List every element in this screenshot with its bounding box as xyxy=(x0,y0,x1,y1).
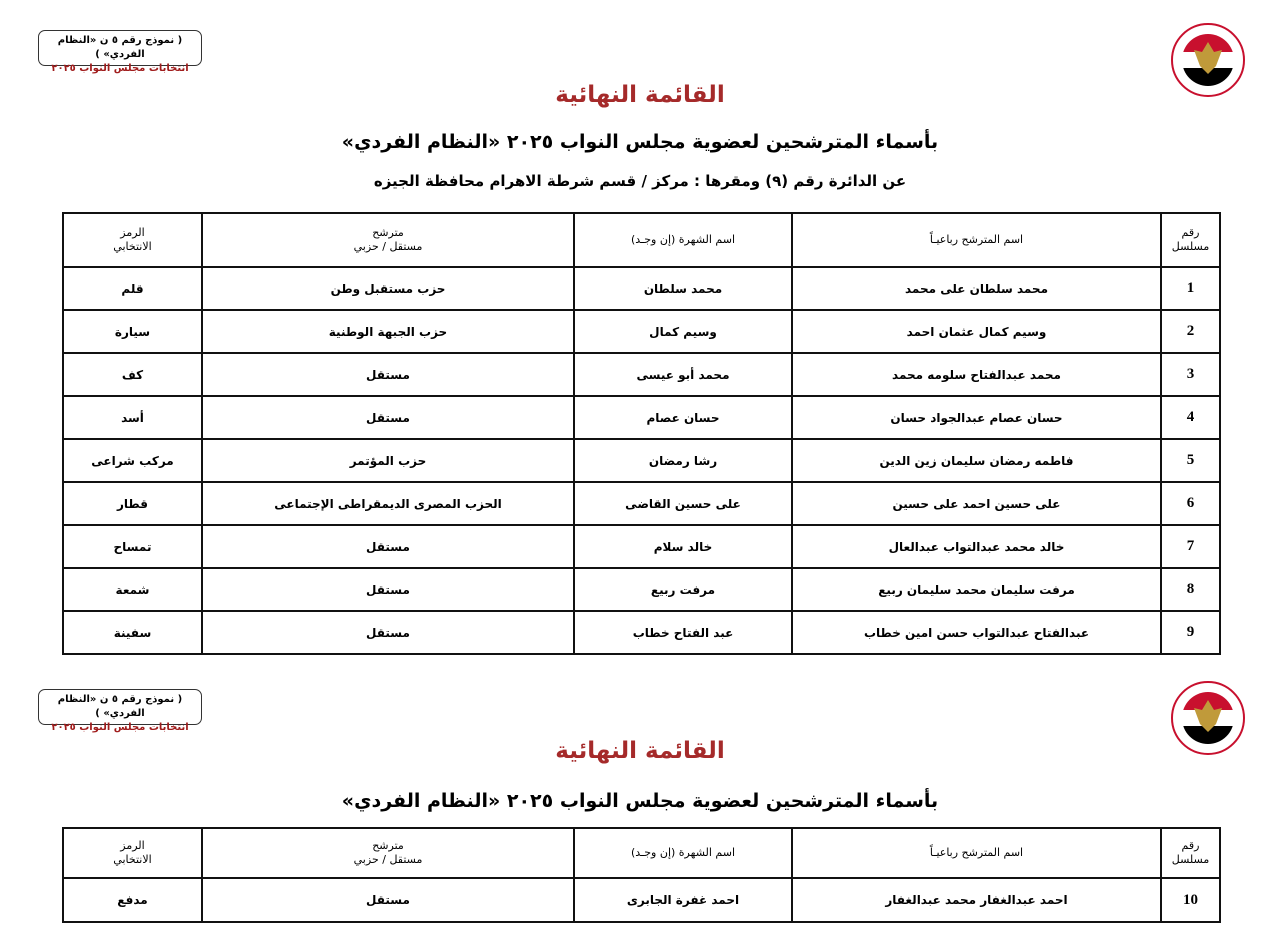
full-name-cell: احمد عبدالغفار محمد عبدالغفار xyxy=(791,877,1162,923)
header-full-name: اسم المترشح رباعيـاً xyxy=(791,827,1162,879)
full-name-cell: خالد محمد عبدالتواب عبدالعال xyxy=(791,524,1162,569)
table-row: 2 وسيم كمال عثمان احمد وسيم كمال حزب الجبهة… xyxy=(62,309,1221,354)
symbol-cell: قلم xyxy=(62,266,203,311)
document-title: القائمة النهائية xyxy=(555,82,725,108)
nickname-cell: محمد أبو عيسى xyxy=(573,352,793,397)
candidates-table: رقم مسلسل اسم المترشح رباعيـاً اسم الشهرة… xyxy=(62,212,1221,655)
affiliation-cell: مستقل xyxy=(201,877,575,923)
table-row: 6 على حسين احمد على حسين على حسين القاضى ال… xyxy=(62,481,1221,526)
table-row: 1 محمد سلطان على محمد محمد سلطان حزب مستقبل… xyxy=(62,266,1221,311)
header-nickname: اسم الشهرة (إن وجـد) xyxy=(573,212,793,268)
symbol-cell: مركب شراعى xyxy=(62,438,203,483)
header-symbol: الرمز الانتخابي xyxy=(62,827,203,879)
serial-cell: 9 xyxy=(1160,610,1221,655)
full-name-cell: على حسين احمد على حسين xyxy=(791,481,1162,526)
header-serial: رقم مسلسل xyxy=(1160,827,1221,879)
full-name-cell: محمد سلطان على محمد xyxy=(791,266,1162,311)
nickname-cell: على حسين القاضى xyxy=(573,481,793,526)
table-row: 8 مرفت سليمان محمد سليمان ربيع مرفت ربيع مس… xyxy=(62,567,1221,612)
header-nickname: اسم الشهرة (إن وجـد) xyxy=(573,827,793,879)
serial-cell: 3 xyxy=(1160,352,1221,397)
form-number-label: ( نموذج رقم ٥ ن «النظام الفردي» ) xyxy=(57,694,183,719)
full-name-cell: مرفت سليمان محمد سليمان ربيع xyxy=(791,567,1162,612)
nickname-cell: رشا رمضان xyxy=(573,438,793,483)
candidates-table-page2: رقم مسلسل اسم المترشح رباعيـاً اسم الشهرة… xyxy=(62,827,1221,923)
table-row: 3 محمد عبدالفتاح سلومه محمد محمد أبو عيسى م… xyxy=(62,352,1221,397)
full-name-cell: حسان عصام عبدالجواد حسان xyxy=(791,395,1162,440)
form-number-label: ( نموذج رقم ٥ ن «النظام الفردي» ) xyxy=(57,35,183,60)
nickname-cell: احمد غفرة الجابرى xyxy=(573,877,793,923)
full-name-cell: محمد عبدالفتاح سلومه محمد xyxy=(791,352,1162,397)
nickname-cell: حسان عصام xyxy=(573,395,793,440)
symbol-cell: سيارة xyxy=(62,309,203,354)
affiliation-cell: مستقل xyxy=(201,395,575,440)
table-row: 9 عبدالفتاح عبدالتواب حسن امين خطاب عبد ال… xyxy=(62,610,1221,655)
table-row: 4 حسان عصام عبدالجواد حسان حسان عصام مستقل أ… xyxy=(62,395,1221,440)
header-symbol: الرمز الانتخابي xyxy=(62,212,203,268)
header-full-name: اسم المترشح رباعيـاً xyxy=(791,212,1162,268)
nickname-cell: خالد سلام xyxy=(573,524,793,569)
election-label: انتخابات مجلس النواب ٢٠٢٥ xyxy=(51,722,189,733)
form-number-box-page2: ( نموذج رقم ٥ ن «النظام الفردي» ) انتخاب… xyxy=(38,689,202,733)
national-election-authority-logo xyxy=(1171,23,1245,97)
symbol-cell: كف xyxy=(62,352,203,397)
table-row: 10 احمد عبدالغفار محمد عبدالغفار احمد غفرة… xyxy=(62,877,1221,923)
serial-cell: 8 xyxy=(1160,567,1221,612)
affiliation-cell: حزب الجبهة الوطنية xyxy=(201,309,575,354)
symbol-cell: شمعة xyxy=(62,567,203,612)
symbol-cell: قطار xyxy=(62,481,203,526)
symbol-cell: أسد xyxy=(62,395,203,440)
election-label: انتخابات مجلس النواب ٢٠٢٥ xyxy=(51,63,189,74)
document-subtitle-page2: بأسماء المترشحين لعضوية مجلس النواب ٢٠٢٥… xyxy=(341,790,939,812)
nickname-cell: عبد الفتاح خطاب xyxy=(573,610,793,655)
form-number-box: ( نموذج رقم ٥ ن «النظام الفردي» ) انتخاب… xyxy=(38,30,202,74)
header-affiliation: مترشح مستقل / حزبي xyxy=(201,212,575,268)
serial-cell: 7 xyxy=(1160,524,1221,569)
serial-cell: 4 xyxy=(1160,395,1221,440)
affiliation-cell: مستقل xyxy=(201,610,575,655)
full-name-cell: وسيم كمال عثمان احمد xyxy=(791,309,1162,354)
nickname-cell: محمد سلطان xyxy=(573,266,793,311)
serial-cell: 5 xyxy=(1160,438,1221,483)
affiliation-cell: مستقل xyxy=(201,567,575,612)
document-title-page2: القائمة النهائية xyxy=(555,738,725,764)
header-affiliation: مترشح مستقل / حزبي xyxy=(201,827,575,879)
full-name-cell: عبدالفتاح عبدالتواب حسن امين خطاب xyxy=(791,610,1162,655)
affiliation-cell: حزب المؤتمر xyxy=(201,438,575,483)
header-serial: رقم مسلسل xyxy=(1160,212,1221,268)
table-header-row: رقم مسلسل اسم المترشح رباعيـاً اسم الشهرة… xyxy=(62,212,1221,268)
nickname-cell: وسيم كمال xyxy=(573,309,793,354)
serial-cell: 1 xyxy=(1160,266,1221,311)
table-header-row: رقم مسلسل اسم المترشح رباعيـاً اسم الشهرة… xyxy=(62,827,1221,879)
symbol-cell: سفينة xyxy=(62,610,203,655)
nickname-cell: مرفت ربيع xyxy=(573,567,793,612)
affiliation-cell: حزب مستقبل وطن xyxy=(201,266,575,311)
affiliation-cell: الحزب المصرى الديمقراطى الإجتماعى xyxy=(201,481,575,526)
serial-cell: 2 xyxy=(1160,309,1221,354)
affiliation-cell: مستقل xyxy=(201,524,575,569)
national-election-authority-logo xyxy=(1171,681,1245,755)
symbol-cell: مدفع xyxy=(62,877,203,923)
serial-cell: 10 xyxy=(1160,877,1221,923)
district-line: عن الدائرة رقم (٩) ومقرها : مركز / قسم ش… xyxy=(373,172,907,190)
document-subtitle: بأسماء المترشحين لعضوية مجلس النواب ٢٠٢٥… xyxy=(341,131,939,153)
serial-cell: 6 xyxy=(1160,481,1221,526)
symbol-cell: تمساح xyxy=(62,524,203,569)
affiliation-cell: مستقل xyxy=(201,352,575,397)
table-row: 5 فاطمه رمضان سليمان زين الدين رشا رمضان حز… xyxy=(62,438,1221,483)
table-row: 7 خالد محمد عبدالتواب عبدالعال خالد سلام مس… xyxy=(62,524,1221,569)
full-name-cell: فاطمه رمضان سليمان زين الدين xyxy=(791,438,1162,483)
